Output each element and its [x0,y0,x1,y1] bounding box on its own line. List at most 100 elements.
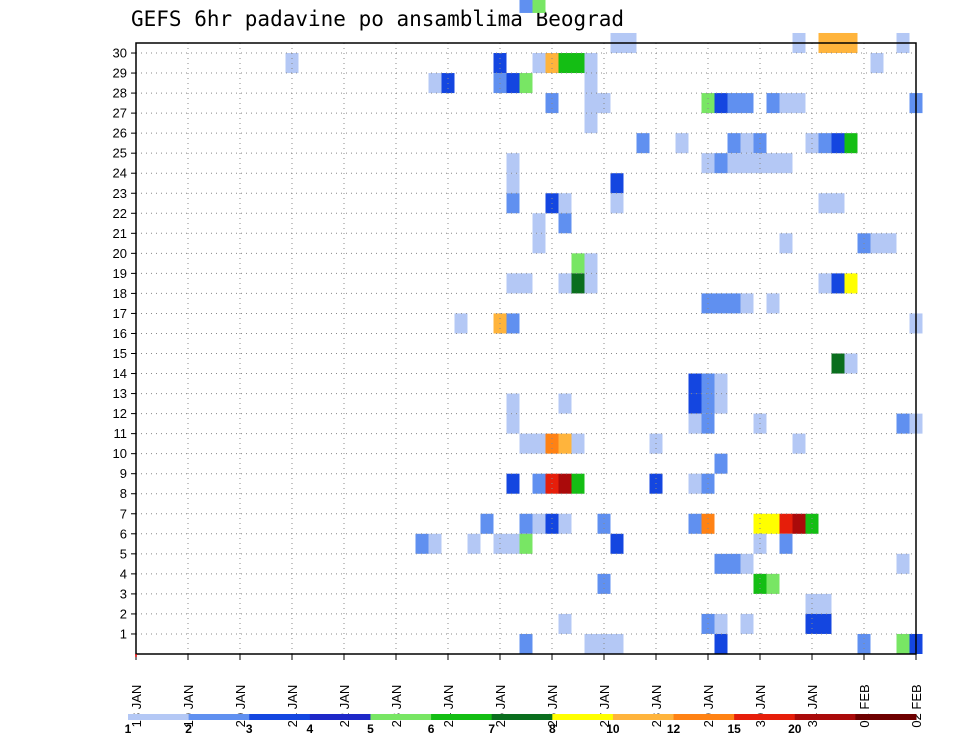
heatmap-cell [571,273,585,294]
x-tick-label: 19 JAN [181,685,196,728]
legend-swatch [552,714,614,720]
legend-label: 3 [246,722,253,736]
heatmap-cell [727,93,741,114]
heatmap-cell [714,153,728,174]
heatmap-cell [818,273,832,294]
y-tick-label: 12 [113,406,127,421]
heatmap-cell [415,533,429,554]
heatmap-cell [558,273,572,294]
heatmap-cell [532,473,546,494]
heatmap-cell [740,93,754,114]
legend-label: 7 [488,722,495,736]
heatmap-cell [610,193,624,214]
legend-swatch [673,714,735,720]
heatmap-cell [870,53,884,74]
heatmap-cell [558,53,572,74]
heatmap-cell [506,153,520,174]
y-tick-label: 30 [113,46,127,61]
y-tick-label: 7 [120,506,127,521]
y-tick-label: 2 [120,606,127,621]
heatmap-cell [779,513,793,534]
x-tick-label: 31 JAN [805,685,820,728]
legend-label: 4 [307,722,314,736]
y-axis-ticks: 1234567891011121314151617181920212223242… [113,46,136,641]
heatmap-cell [519,273,533,294]
heatmap-cell [519,73,533,94]
heatmap-cell [571,433,585,454]
heatmap-cell [506,533,520,554]
y-tick-label: 29 [113,66,127,81]
heatmap-cell [558,433,572,454]
heatmap-cell [844,273,858,294]
heatmap-cell [688,513,702,534]
legend-label: 5 [367,722,374,736]
legend-swatch [431,714,493,720]
x-tick-label: 22 JAN [337,685,352,728]
legend-label: 12 [667,722,681,736]
heatmap-cell [766,573,780,594]
legend-swatch [309,714,371,720]
legend-label: 6 [428,722,435,736]
x-tick-label: 21 JAN [285,685,300,728]
heatmap-cell [727,153,741,174]
x-tick-label: 23 JAN [389,685,404,728]
heatmap-cell [766,293,780,314]
heatmap-cell [584,633,598,654]
chart-title: GEFS 6hr padavine po ansamblima Beograd [131,7,624,31]
x-tick-label: 20 JAN [233,685,248,728]
x-tick-label: 01 FEB [857,684,872,727]
heatmap-cell [688,413,702,434]
heatmap-cell [610,533,624,554]
x-tick-label: 24 JAN [441,685,456,728]
y-tick-label: 24 [113,166,127,181]
x-tick-label: 29 JAN [701,685,716,728]
legend-swatch [491,714,553,720]
heatmap-cell [714,373,728,394]
heatmap-cell [870,233,884,254]
heatmap-cell [766,93,780,114]
heatmap-cell [896,553,910,574]
heatmap-cell [636,133,650,154]
heatmap-cell [519,533,533,554]
heatmap-cell [714,393,728,414]
heatmap-cell [896,633,910,654]
heatmap-cell [610,633,624,654]
heatmap-cell [688,393,702,414]
heatmap-cell [558,213,572,234]
heatmap-cell [519,513,533,534]
heatmap-cell [571,253,585,274]
heatmap-cell [558,613,572,634]
heatmap-cell [571,473,585,494]
y-tick-label: 1 [120,626,127,641]
y-tick-label: 19 [113,266,127,281]
heatmap-cell [532,53,546,74]
grid-lines [135,43,917,654]
heatmap-cell [844,133,858,154]
heatmap-cell [779,93,793,114]
heatmap-cell [714,613,728,634]
color-legend: 1 2 3 4 5 6 7 8 10 12 15 20 [125,714,917,736]
x-tick-label: 28 JAN [649,685,664,728]
heatmap-cell [519,0,533,13]
legend-swatch [128,714,190,720]
heatmap-cell [584,113,598,134]
y-tick-label: 21 [113,226,127,241]
heatmap-cell [818,193,832,214]
heatmap-cell [740,613,754,634]
y-tick-label: 26 [113,126,127,141]
heatmap-cell [584,73,598,94]
heatmap-cell [558,193,572,214]
plot-frame [135,42,917,655]
y-tick-label: 22 [113,206,127,221]
heatmap-cell [714,553,728,574]
heatmap-cell [532,213,546,234]
x-tick-label: 25 JAN [493,685,508,728]
heatmap-cell [740,133,754,154]
heatmap-cell [818,613,832,634]
heatmap-cell [792,93,806,114]
heatmap-cell [740,553,754,574]
heatmap-cell [467,533,481,554]
heatmap-cell [519,633,533,654]
y-tick-label: 27 [113,106,127,121]
